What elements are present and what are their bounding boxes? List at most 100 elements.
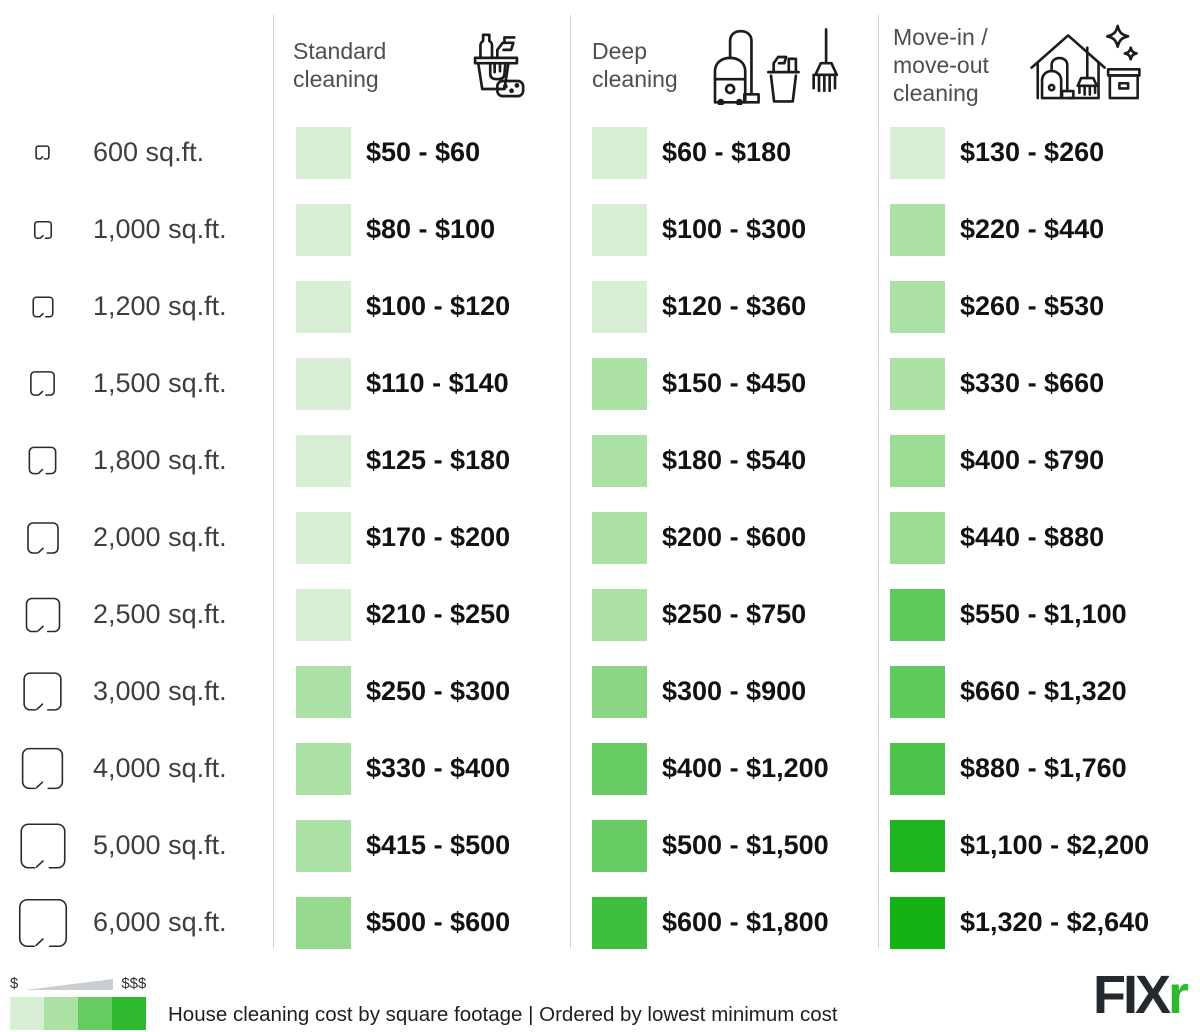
- deep-price-range: $500 - $1,500: [662, 830, 829, 860]
- deep-price-range: $120 - $360: [662, 291, 807, 321]
- move-in-out-price-range: $440 - $880: [960, 522, 1105, 552]
- sqft-label: 1,200 sq.ft.: [93, 291, 227, 321]
- move-in-out-cleaning-cell: $880 - $1,760: [878, 742, 1200, 795]
- deep-cost-swatch: [592, 896, 647, 949]
- table-row: 5,000 sq.ft. $415 - $500 $500 - $1,500 $…: [0, 807, 1200, 884]
- chart-caption: House cleaning cost by square footage | …: [168, 1003, 838, 1026]
- standard-cost-swatch: [296, 434, 351, 487]
- cost-gradient-legend: [10, 997, 146, 1030]
- floor-plan-icon: [0, 817, 85, 875]
- floor-plan-icon: [0, 144, 85, 161]
- table-row: 1,500 sq.ft. $110 - $140 $150 - $450 $33…: [0, 345, 1200, 422]
- standard-price-range: $250 - $300: [366, 676, 511, 706]
- sqft-cell: 1,200 sq.ft.: [0, 291, 273, 322]
- move-in-out-price-range: $1,320 - $2,640: [960, 907, 1150, 937]
- gradient-step: [10, 997, 44, 1030]
- fixr-logo-dark: FIX: [1092, 965, 1171, 1025]
- move-in-out-cost-swatch: [890, 665, 945, 718]
- move-in-out-price-range: $330 - $660: [960, 368, 1105, 398]
- header-sqft-spacer: [0, 15, 273, 115]
- sqft-label: 2,000 sq.ft.: [93, 522, 227, 552]
- gradient-step: [44, 997, 78, 1030]
- sqft-label: 1,800 sq.ft.: [93, 445, 227, 475]
- sqft-cell: 3,000 sq.ft.: [0, 667, 273, 716]
- deep-cleaning-cell: $180 - $540: [570, 434, 878, 487]
- move-in-out-cost-swatch: [890, 280, 945, 333]
- move-in-out-price-range: $260 - $530: [960, 291, 1105, 321]
- move-in-out-cost-swatch: [890, 126, 945, 179]
- move-in-out-price-range: $400 - $790: [960, 445, 1105, 475]
- floor-plan-icon: [0, 742, 85, 795]
- standard-price-range: $330 - $400: [366, 753, 511, 783]
- standard-cleaning-cell: $250 - $300: [273, 665, 570, 718]
- standard-cost-swatch: [296, 126, 351, 179]
- move-in-out-cleaning-cell: $550 - $1,100: [878, 588, 1200, 641]
- table-row: 3,000 sq.ft. $250 - $300 $300 - $900 $66…: [0, 653, 1200, 730]
- standard-cleaning-cell: $415 - $500: [273, 819, 570, 872]
- move-in-out-price-range: $660 - $1,320: [960, 676, 1127, 706]
- deep-cleaning-icon: [706, 25, 844, 105]
- sqft-label: 1,000 sq.ft.: [93, 214, 227, 244]
- floor-plan-icon: [0, 294, 85, 320]
- table-row: 1,000 sq.ft. $80 - $100 $100 - $300 $220…: [0, 191, 1200, 268]
- standard-price-range: $110 - $140: [366, 368, 509, 398]
- deep-cleaning-cell: $100 - $300: [570, 203, 878, 256]
- standard-cost-swatch: [296, 203, 351, 256]
- deep-cost-swatch: [592, 742, 647, 795]
- sqft-label: 3,000 sq.ft.: [93, 676, 227, 706]
- column-divider: [273, 15, 274, 948]
- standard-price-range: $125 - $180: [366, 445, 511, 475]
- deep-price-range: $600 - $1,800: [662, 907, 829, 937]
- standard-cost-swatch: [296, 819, 351, 872]
- move-in-out-cost-swatch: [890, 434, 945, 487]
- move-in-out-cleaning-cell: $220 - $440: [878, 203, 1200, 256]
- move-in-out-price-range: $220 - $440: [960, 214, 1105, 244]
- sqft-cell: 1,000 sq.ft.: [0, 214, 273, 245]
- table-header: Standard cleaning Deep cleaning: [0, 15, 1200, 115]
- move-in-out-cleaning-cell: $1,100 - $2,200: [878, 819, 1200, 872]
- table-row: 2,500 sq.ft. $210 - $250 $250 - $750 $55…: [0, 576, 1200, 653]
- deep-cost-swatch: [592, 126, 647, 179]
- column-divider: [570, 15, 571, 948]
- deep-cost-swatch: [592, 357, 647, 410]
- floor-plan-icon: [0, 667, 85, 716]
- standard-cleaning-cell: $500 - $600: [273, 896, 570, 949]
- move-in-out-cleaning-cell: $260 - $530: [878, 280, 1200, 333]
- deep-cost-swatch: [592, 819, 647, 872]
- deep-cost-swatch: [592, 203, 647, 256]
- header-move-in-out-cleaning: Move-in / move-out cleaning: [878, 15, 1200, 115]
- deep-price-range: $400 - $1,200: [662, 753, 829, 783]
- deep-cost-swatch: [592, 665, 647, 718]
- standard-cost-swatch: [296, 742, 351, 795]
- standard-cleaning-cell: $100 - $120: [273, 280, 570, 333]
- sqft-cell: 4,000 sq.ft.: [0, 742, 273, 795]
- move-in-out-cleaning-cell: $660 - $1,320: [878, 665, 1200, 718]
- deep-cleaning-label: Deep cleaning: [592, 37, 678, 92]
- deep-cleaning-cell: $250 - $750: [570, 588, 878, 641]
- standard-price-range: $100 - $120: [366, 291, 511, 321]
- deep-cleaning-cell: $600 - $1,800: [570, 896, 878, 949]
- sqft-label: 5,000 sq.ft.: [93, 830, 227, 860]
- standard-price-range: $80 - $100: [366, 214, 496, 244]
- standard-cleaning-cell: $50 - $60: [273, 126, 570, 179]
- move-in-out-cleaning-cell: $130 - $260: [878, 126, 1200, 179]
- move-in-out-price-range: $880 - $1,760: [960, 753, 1127, 783]
- sqft-cell: 600 sq.ft.: [0, 137, 273, 168]
- standard-cleaning-cell: $80 - $100: [273, 203, 570, 256]
- sqft-cell: 2,500 sq.ft.: [0, 593, 273, 637]
- legend-high-label: $$$: [121, 975, 147, 992]
- cost-table-rows: 600 sq.ft. $50 - $60 $60 - $180 $130 - $…: [0, 114, 1200, 961]
- deep-cleaning-cell: $500 - $1,500: [570, 819, 878, 872]
- sqft-label: 6,000 sq.ft.: [93, 907, 227, 937]
- standard-cost-swatch: [296, 588, 351, 641]
- move-in-out-cost-swatch: [890, 819, 945, 872]
- move-in-out-price-range: $550 - $1,100: [960, 599, 1127, 629]
- sqft-cell: 1,500 sq.ft.: [0, 368, 273, 399]
- standard-cleaning-cell: $330 - $400: [273, 742, 570, 795]
- standard-cleaning-cell: $170 - $200: [273, 511, 570, 564]
- move-in-out-cost-swatch: [890, 357, 945, 410]
- move-in-out-price-range: $1,100 - $2,200: [960, 830, 1150, 860]
- standard-cost-swatch: [296, 896, 351, 949]
- floor-plan-icon: [0, 518, 85, 558]
- move-in-out-cost-swatch: [890, 588, 945, 641]
